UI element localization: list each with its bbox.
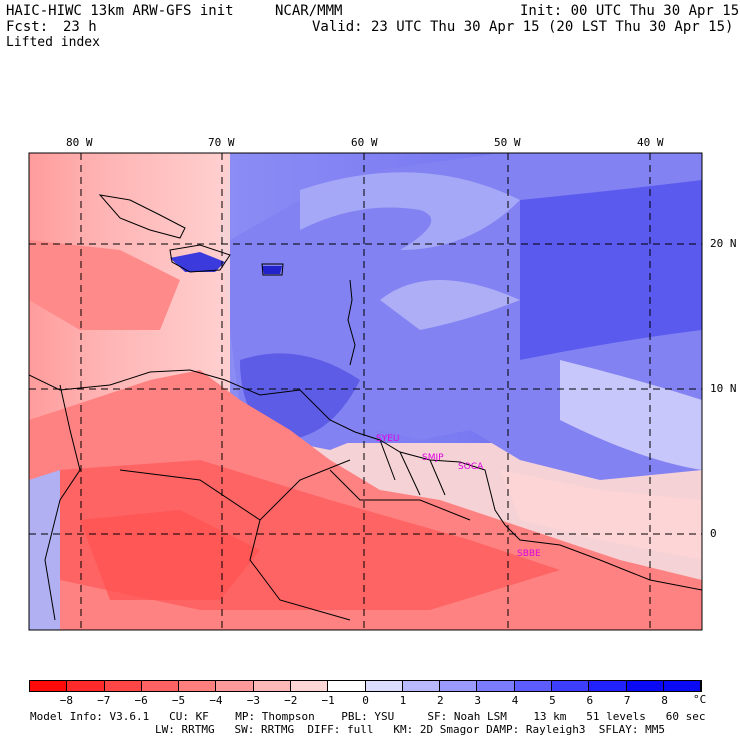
lat-label-0: 0 [710,527,717,540]
field-name: Lifted index [6,35,100,50]
graticule [29,153,702,630]
colorbar-swatch [104,681,142,691]
map-frame [28,152,703,631]
org-label: NCAR/MMM [275,3,343,19]
lon-label-60w: 60 W [351,136,378,149]
colorbar-swatch [365,681,403,691]
lon-label-50w: 50 W [494,136,521,149]
puerto-rico [262,266,282,274]
station-syeu: SYEU [376,434,399,444]
colorbar-tick-label: 7 [623,694,631,707]
colorbar-swatch [514,681,552,691]
colorbar-tick-label: 3 [474,694,481,707]
colorbar-tick-label: 8 [661,694,668,707]
colorbar-swatch [328,681,366,691]
colorbar-swatch [30,681,68,691]
station-soca: SOCA [458,462,484,472]
hispaniola [170,252,225,272]
lon-label-80w: 80 W [66,136,93,149]
lon-label-40w: 40 W [637,136,664,149]
colorbar-swatch [663,681,702,691]
colorbar-unit: °C [693,693,707,706]
colorbar-tick-label: 4 [511,694,519,707]
model-info-line2: LW: RRTMG SW: RRTMG DIFF: full KM: 2D Sm… [155,723,665,736]
model-title: HAIC-HIWC 13km ARW-GFS init [6,3,234,19]
forecast-hour: 23 h [63,19,97,35]
colorbar-tick-label: 6 [586,694,594,707]
colorbar-tick-label: 1 [399,694,407,707]
colorbar-tick-label: −7 [97,694,111,707]
colorbar-tick-label: −5 [171,694,186,707]
colorbar-swatch [589,681,627,691]
colorbar-swatch [67,681,105,691]
colorbar-swatch [440,681,478,691]
colorbar-tick-label: 5 [549,694,556,707]
lat-label-20n: 20 N [710,237,737,250]
init-time: Init: 00 UTC Thu 30 Apr 15 [520,3,740,19]
colorbar-swatch [477,681,515,691]
model-info-line1: Model Info: V3.6.1 CU: KF MP: Thompson P… [30,710,706,723]
colorbar-swatch [253,681,291,691]
colorbar-swatch [551,681,590,691]
lon-label-70w: 70 W [208,136,235,149]
colorbar-tick-label: −4 [209,694,223,707]
valid-time: Valid: 23 UTC Thu 30 Apr 15 (20 LST Thu … [312,19,734,35]
colorbar-tick-label: −8 [59,694,73,707]
colorbar-tick-label: 2 [436,694,444,707]
colorbar-tick-label: −1 [321,694,335,707]
colorbar-tick-label: −2 [284,694,298,707]
colorbar-tick-label: −6 [134,694,148,707]
forecast-label: Fcst: [6,19,49,35]
colorbar-tick-label: 0 [362,694,369,707]
colorbar-swatch [626,681,664,691]
colorbar-swatch [290,681,329,691]
colorbar-swatch [141,681,180,691]
colorbar [29,680,702,692]
station-sbbe: SBBE [517,549,541,559]
colorbar-swatch [216,681,254,691]
colorbar-swatch [179,681,217,691]
station-smjp: SMJP [422,453,444,463]
colorbar-swatch [402,681,441,691]
lat-label-10n: 10 N [710,382,737,395]
colorbar-tick-label: −3 [246,694,260,707]
